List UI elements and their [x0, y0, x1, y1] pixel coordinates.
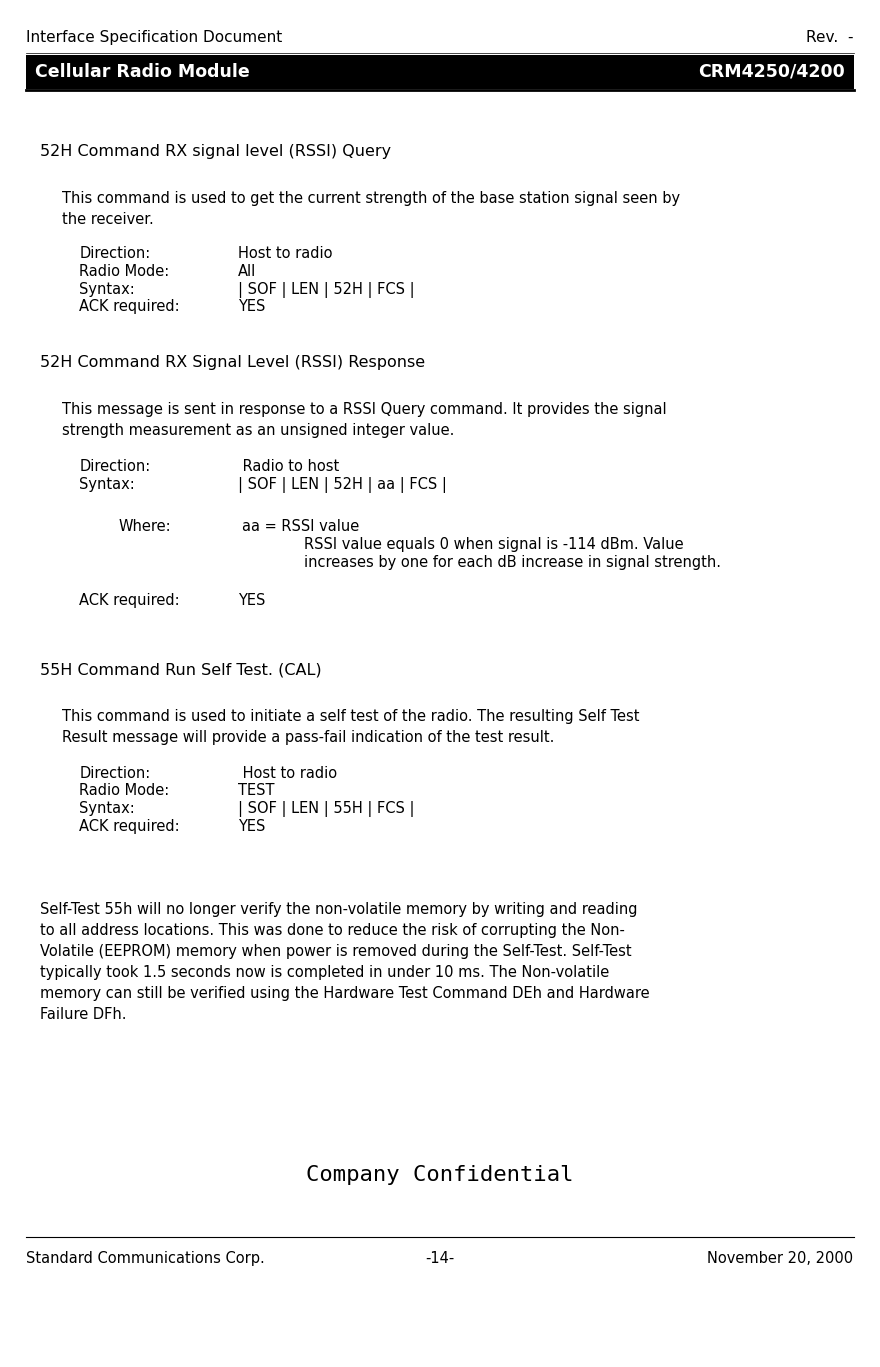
Text: Radio Mode:: Radio Mode:	[79, 783, 170, 798]
Text: Standard Communications Corp.: Standard Communications Corp.	[26, 1251, 265, 1266]
Text: Host to radio: Host to radio	[238, 766, 337, 781]
Text: November 20, 2000: November 20, 2000	[708, 1251, 854, 1266]
Text: | SOF | LEN | 52H | FCS |: | SOF | LEN | 52H | FCS |	[238, 282, 414, 298]
Text: | SOF | LEN | 52H | aa | FCS |: | SOF | LEN | 52H | aa | FCS |	[238, 477, 446, 493]
Text: 55H Command Run Self Test. (CAL): 55H Command Run Self Test. (CAL)	[40, 663, 321, 678]
Text: ACK required:: ACK required:	[79, 819, 180, 834]
FancyBboxPatch shape	[26, 55, 854, 89]
Text: Cellular Radio Module: Cellular Radio Module	[35, 63, 250, 81]
Text: Interface Specification Document: Interface Specification Document	[26, 30, 282, 45]
Text: increases by one for each dB increase in signal strength.: increases by one for each dB increase in…	[304, 555, 721, 570]
Text: 52H Command RX signal level (RSSI) Query: 52H Command RX signal level (RSSI) Query	[40, 144, 391, 159]
Text: This message is sent in response to a RSSI Query command. It provides the signal: This message is sent in response to a RS…	[62, 402, 666, 437]
Text: Direction:: Direction:	[79, 246, 150, 261]
Text: YES: YES	[238, 819, 265, 834]
Text: This command is used to get the current strength of the base station signal seen: This command is used to get the current …	[62, 191, 679, 227]
Text: CRM4250/4200: CRM4250/4200	[698, 63, 845, 81]
Text: Direction:: Direction:	[79, 459, 150, 474]
Text: 52H Command RX Signal Level (RSSI) Response: 52H Command RX Signal Level (RSSI) Respo…	[40, 355, 425, 370]
Text: YES: YES	[238, 299, 265, 314]
Text: | SOF | LEN | 55H | FCS |: | SOF | LEN | 55H | FCS |	[238, 801, 414, 817]
Text: Radio Mode:: Radio Mode:	[79, 264, 170, 279]
Text: ACK required:: ACK required:	[79, 593, 180, 608]
Text: YES: YES	[238, 593, 265, 608]
Text: Syntax:: Syntax:	[79, 282, 135, 297]
Text: This command is used to initiate a self test of the radio. The resulting Self Te: This command is used to initiate a self …	[62, 709, 639, 745]
Text: Host to radio: Host to radio	[238, 246, 332, 261]
Text: -14-: -14-	[425, 1251, 455, 1266]
Text: Direction:: Direction:	[79, 766, 150, 781]
Text: TEST: TEST	[238, 783, 274, 798]
Text: ACK required:: ACK required:	[79, 299, 180, 314]
Text: Syntax:: Syntax:	[79, 801, 135, 816]
Text: All: All	[238, 264, 256, 279]
Text: Company Confidential: Company Confidential	[306, 1165, 574, 1185]
Text: Self-Test 55h will no longer verify the non-volatile memory by writing and readi: Self-Test 55h will no longer verify the …	[40, 902, 649, 1023]
Text: Where:: Where:	[119, 519, 172, 534]
Text: RSSI value equals 0 when signal is -114 dBm. Value: RSSI value equals 0 when signal is -114 …	[304, 537, 683, 552]
Text: Radio to host: Radio to host	[238, 459, 339, 474]
Text: Rev.  -: Rev. -	[806, 30, 854, 45]
Text: aa = RSSI value: aa = RSSI value	[242, 519, 359, 534]
Text: Syntax:: Syntax:	[79, 477, 135, 492]
